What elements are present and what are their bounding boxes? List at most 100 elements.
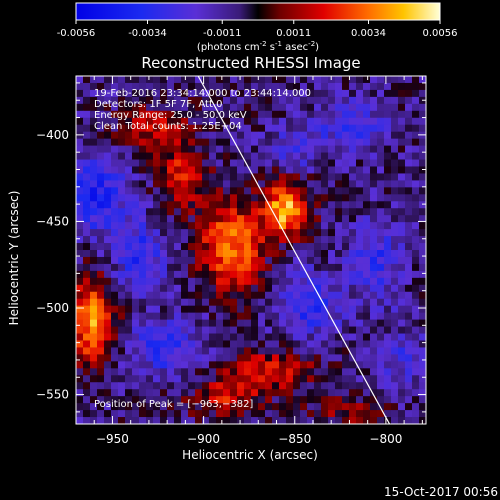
heatmap-pixel bbox=[307, 396, 315, 404]
heatmap-pixel bbox=[363, 166, 371, 174]
heatmap-pixel bbox=[167, 82, 175, 91]
heatmap-pixel bbox=[419, 180, 426, 188]
heatmap-pixel bbox=[76, 333, 84, 341]
heatmap-pixel bbox=[398, 243, 406, 251]
heatmap-pixel bbox=[181, 215, 189, 223]
heatmap-pixel bbox=[90, 375, 98, 383]
heatmap-pixel bbox=[363, 145, 371, 153]
heatmap-pixel bbox=[223, 326, 231, 334]
heatmap-pixel bbox=[265, 396, 273, 404]
heatmap-pixel bbox=[258, 256, 266, 265]
heatmap-pixel bbox=[181, 270, 189, 279]
heatmap-pixel bbox=[412, 368, 420, 376]
heatmap-pixel bbox=[97, 284, 105, 293]
heatmap-pixel bbox=[216, 89, 224, 98]
heatmap-pixel bbox=[216, 138, 224, 146]
heatmap-pixel bbox=[118, 347, 126, 355]
heatmap-pixel bbox=[314, 222, 322, 230]
heatmap-pixel bbox=[216, 256, 224, 265]
heatmap-pixel bbox=[398, 305, 406, 314]
heatmap-pixel bbox=[300, 229, 308, 237]
heatmap-pixel bbox=[258, 277, 266, 286]
heatmap-pixel bbox=[167, 319, 175, 327]
heatmap-pixel bbox=[97, 145, 105, 153]
heatmap-pixel bbox=[328, 145, 336, 153]
heatmap-pixel bbox=[405, 417, 413, 424]
heatmap-pixel bbox=[216, 201, 224, 209]
heatmap-pixel bbox=[314, 396, 322, 404]
heatmap-pixel bbox=[216, 347, 224, 355]
heatmap-pixel bbox=[293, 82, 301, 91]
heatmap-pixel bbox=[279, 243, 287, 251]
heatmap-pixel bbox=[363, 417, 371, 424]
heatmap-pixel bbox=[377, 361, 385, 369]
x-tick-label: −900 bbox=[187, 432, 220, 446]
heatmap-pixel bbox=[391, 82, 399, 91]
heatmap-pixel bbox=[377, 159, 385, 167]
heatmap-pixel bbox=[363, 333, 371, 341]
heatmap-pixel bbox=[181, 277, 189, 286]
heatmap-pixel bbox=[272, 82, 280, 91]
heatmap-pixel bbox=[356, 110, 364, 119]
heatmap-pixel bbox=[139, 117, 147, 126]
heatmap-pixel bbox=[251, 270, 259, 279]
heatmap-pixel bbox=[328, 382, 336, 390]
heatmap-pixel bbox=[153, 361, 161, 369]
heatmap-pixel bbox=[412, 417, 420, 424]
heatmap-pixel bbox=[90, 312, 98, 320]
heatmap-pixel bbox=[209, 319, 217, 327]
heatmap-pixel bbox=[209, 361, 217, 369]
heatmap-pixel bbox=[356, 375, 364, 383]
heatmap-pixel bbox=[391, 298, 399, 307]
heatmap-pixel bbox=[104, 270, 112, 279]
heatmap-pixel bbox=[216, 410, 224, 418]
heatmap-pixel bbox=[97, 375, 105, 383]
heatmap-pixel bbox=[349, 145, 357, 153]
heatmap-pixel bbox=[356, 215, 364, 223]
heatmap-pixel bbox=[167, 124, 175, 133]
heatmap-pixel bbox=[97, 410, 105, 418]
heatmap-pixel bbox=[384, 298, 392, 307]
heatmap-pixel bbox=[384, 396, 392, 404]
heatmap-pixel bbox=[90, 76, 98, 84]
heatmap-pixel bbox=[349, 173, 357, 181]
heatmap-pixel bbox=[300, 117, 308, 126]
heatmap-pixel bbox=[202, 326, 210, 334]
heatmap-pixel bbox=[132, 361, 140, 369]
heatmap-pixel bbox=[370, 361, 378, 369]
heatmap-pixel bbox=[139, 229, 147, 237]
heatmap-pixel bbox=[251, 194, 259, 202]
heatmap-pixel bbox=[188, 403, 196, 411]
heatmap-pixel bbox=[272, 152, 280, 160]
heatmap-pixel bbox=[349, 180, 357, 188]
heatmap-pixel bbox=[251, 403, 259, 411]
heatmap-pixel bbox=[370, 243, 378, 251]
heatmap-pixel bbox=[307, 333, 315, 341]
heatmap-pixel bbox=[377, 138, 385, 146]
heatmap-pixel bbox=[279, 375, 287, 383]
heatmap-pixel bbox=[258, 389, 266, 397]
heatmap-pixel bbox=[349, 89, 357, 98]
heatmap-pixel bbox=[363, 312, 371, 320]
heatmap-pixel bbox=[363, 215, 371, 223]
heatmap-pixel bbox=[146, 347, 154, 355]
heatmap-pixel bbox=[209, 298, 217, 307]
heatmap-pixel bbox=[419, 110, 426, 119]
heatmap-pixel bbox=[307, 375, 315, 383]
heatmap-pixel bbox=[398, 166, 406, 174]
heatmap-pixel bbox=[153, 159, 161, 167]
heatmap-pixel bbox=[412, 256, 420, 265]
heatmap-pixel bbox=[342, 82, 350, 91]
heatmap-pixel bbox=[321, 159, 329, 167]
heatmap-pixel bbox=[153, 229, 161, 237]
heatmap-pixel bbox=[321, 222, 329, 230]
heatmap-pixel bbox=[307, 250, 315, 258]
heatmap-pixel bbox=[251, 82, 259, 91]
heatmap-pixel bbox=[237, 82, 245, 91]
heatmap-pixel bbox=[97, 305, 105, 314]
heatmap-pixel bbox=[195, 354, 203, 362]
heatmap-pixel bbox=[111, 76, 119, 84]
heatmap-pixel bbox=[237, 187, 245, 195]
heatmap-pixel bbox=[307, 347, 315, 355]
heatmap-pixel bbox=[90, 117, 98, 126]
